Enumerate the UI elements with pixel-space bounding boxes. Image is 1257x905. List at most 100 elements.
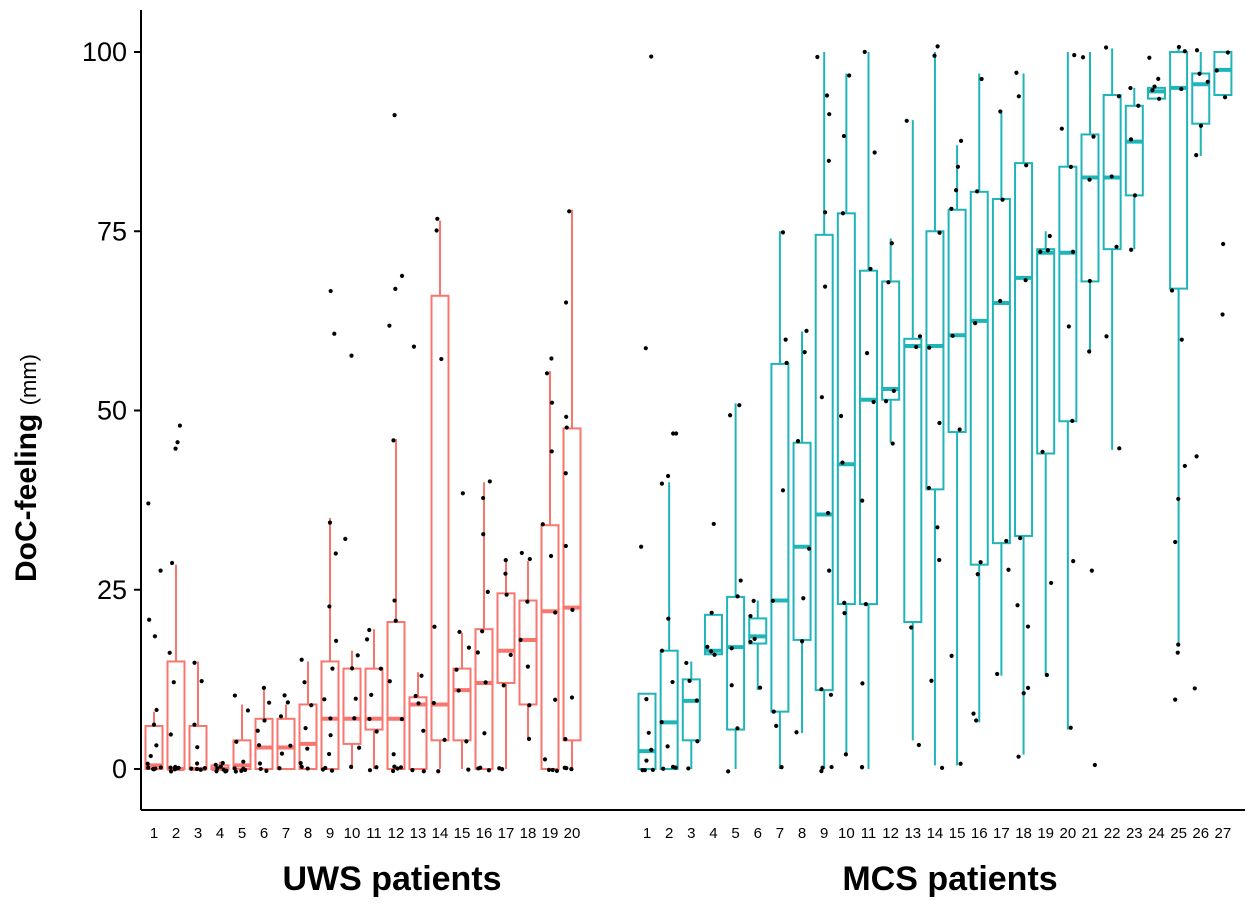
data-point: [795, 439, 801, 444]
data-point: [399, 273, 405, 278]
data-point: [735, 594, 740, 599]
x-tick-label: 5: [238, 825, 246, 842]
data-point: [1070, 418, 1075, 423]
data-point: [1222, 95, 1228, 100]
data-point: [695, 739, 700, 744]
x-tick-label: 19: [542, 825, 559, 842]
data-point: [840, 460, 845, 465]
data-point: [748, 639, 753, 645]
data-point: [686, 766, 691, 771]
data-point: [1156, 76, 1161, 81]
data-point: [958, 761, 963, 766]
data-point: [367, 716, 372, 722]
data-point: [257, 761, 263, 766]
data-point: [840, 211, 846, 216]
data-point: [173, 764, 178, 770]
x-tick-label: 1: [150, 825, 158, 842]
data-point: [823, 210, 828, 215]
box-mcs-14: [925, 230, 945, 491]
data-point: [478, 765, 483, 770]
data-point: [819, 687, 824, 692]
data-point: [550, 767, 555, 773]
box-mcs-27: [1213, 51, 1233, 97]
data-point: [1072, 53, 1077, 58]
data-point: [527, 556, 532, 562]
x-tick-label: 4: [709, 825, 717, 842]
data-point: [1117, 446, 1122, 451]
data-point: [802, 350, 807, 355]
data-point: [779, 764, 784, 770]
data-point: [546, 767, 552, 772]
x-tick-label: 2: [172, 825, 180, 842]
data-point: [917, 334, 923, 339]
data-point: [435, 216, 440, 221]
data-point: [419, 673, 424, 678]
y-tick-label: 0: [112, 754, 127, 784]
data-point: [256, 743, 262, 748]
data-point: [770, 598, 775, 603]
x-tick-label: 7: [776, 825, 784, 842]
data-point: [794, 730, 799, 735]
data-point: [349, 666, 355, 671]
data-point: [278, 714, 284, 719]
data-point: [771, 709, 776, 714]
data-point: [804, 328, 809, 333]
box-uws-19: [540, 524, 560, 770]
data-point: [774, 723, 779, 728]
data-point: [332, 331, 337, 336]
data-point: [527, 703, 532, 708]
data-point: [327, 604, 332, 609]
x-tick-label: 22: [1104, 825, 1121, 842]
data-point: [1192, 686, 1197, 691]
data-point: [1021, 691, 1026, 696]
data-point: [393, 286, 398, 291]
data-point: [863, 602, 869, 607]
data-point: [367, 768, 373, 773]
data-point: [665, 744, 670, 749]
data-point: [421, 769, 426, 774]
data-point: [305, 766, 310, 771]
x-tick-label: 2: [665, 825, 673, 842]
data-point: [549, 356, 554, 361]
data-point: [883, 399, 889, 404]
data-point: [564, 766, 569, 771]
data-point: [705, 644, 710, 649]
data-point: [824, 93, 830, 98]
data-point: [800, 639, 805, 644]
x-tick-label: 23: [1126, 825, 1143, 842]
data-point: [998, 109, 1003, 114]
data-point: [285, 700, 290, 705]
box-mcs-12: [881, 280, 901, 401]
data-point: [233, 769, 238, 774]
data-point: [374, 729, 379, 734]
data-point: [460, 491, 465, 496]
data-point: [192, 722, 197, 727]
data-point: [819, 395, 824, 400]
data-point: [1109, 174, 1114, 179]
box-mcs-17: [991, 197, 1011, 545]
data-point: [665, 473, 671, 479]
data-point: [1066, 324, 1071, 329]
data-point: [333, 551, 338, 556]
data-point: [950, 333, 955, 338]
data-point: [330, 666, 335, 671]
data-point: [267, 700, 272, 705]
data-point: [500, 767, 505, 772]
data-point: [168, 732, 173, 737]
data-point: [694, 698, 699, 703]
data-point: [563, 471, 568, 476]
data-point: [1152, 84, 1157, 89]
box-mcs-20: [1058, 165, 1078, 423]
data-point: [485, 589, 490, 594]
data-point: [390, 768, 396, 774]
data-point: [757, 685, 763, 690]
data-point: [542, 757, 548, 762]
data-point: [393, 618, 398, 623]
data-point: [684, 660, 689, 666]
data-point: [171, 680, 176, 685]
data-point: [646, 730, 651, 735]
data-point: [327, 520, 333, 525]
data-point: [303, 726, 308, 731]
data-point: [391, 752, 396, 757]
data-point: [349, 764, 354, 769]
